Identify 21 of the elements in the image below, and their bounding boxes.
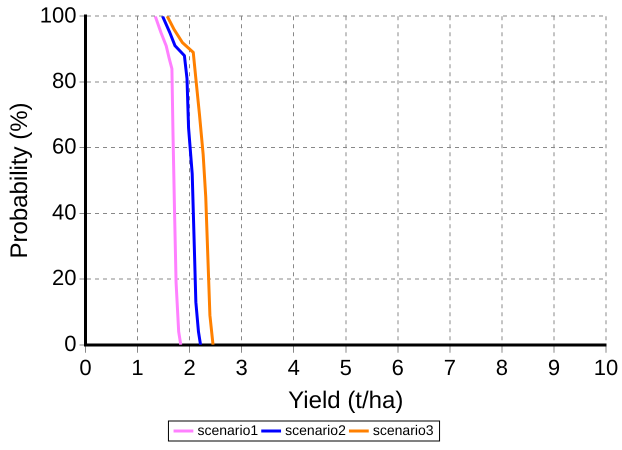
- y-tick-label: 40: [52, 199, 77, 224]
- x-tick-label: 1: [131, 355, 144, 380]
- legend-label: scenario2: [285, 422, 346, 438]
- x-tick-label: 8: [496, 355, 508, 380]
- y-tick-label: 0: [64, 330, 77, 356]
- x-tick-label: 2: [183, 355, 196, 380]
- x-tick-label: 9: [548, 355, 560, 380]
- y-tick-label: 60: [52, 134, 77, 159]
- x-tick-label: 10: [594, 355, 618, 380]
- y-axis-title: Probability (%): [6, 102, 34, 259]
- x-tick-label: 5: [340, 355, 352, 380]
- legend-label: scenario1: [197, 422, 258, 438]
- legend-label: scenario3: [372, 422, 434, 438]
- y-tick-label: 80: [52, 68, 77, 93]
- x-tick-label: 4: [288, 355, 300, 380]
- x-axis-title: Yield (t/ha): [288, 387, 404, 414]
- x-tick-label: 3: [236, 355, 248, 380]
- y-tick-label: 100: [40, 2, 77, 28]
- x-tick-label: 6: [392, 355, 404, 380]
- x-tick-label: 7: [444, 355, 456, 380]
- y-tick-label: 20: [52, 265, 77, 290]
